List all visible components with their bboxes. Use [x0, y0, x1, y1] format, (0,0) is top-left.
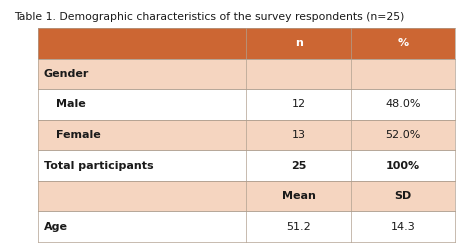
Text: Mean: Mean [282, 191, 316, 201]
Text: 100%: 100% [386, 161, 420, 171]
Bar [38, 181, 455, 211]
Text: Gender: Gender [44, 69, 90, 79]
Bar [38, 150, 455, 181]
Bar [38, 120, 455, 150]
Text: 48.0%: 48.0% [385, 100, 420, 109]
Text: Age: Age [44, 222, 68, 232]
Bar [38, 89, 455, 120]
Text: Female: Female [56, 130, 101, 140]
Bar [38, 211, 455, 242]
Text: SD: SD [394, 191, 411, 201]
Text: 13: 13 [292, 130, 306, 140]
Text: %: % [397, 38, 409, 48]
Text: 14.3: 14.3 [391, 222, 415, 232]
Text: 51.2: 51.2 [286, 222, 311, 232]
Text: Male: Male [56, 100, 86, 109]
Bar [38, 28, 455, 59]
Bar [38, 59, 455, 89]
Text: n: n [295, 38, 302, 48]
Text: 25: 25 [291, 161, 306, 171]
Text: 12: 12 [292, 100, 306, 109]
Text: Total participants: Total participants [44, 161, 154, 171]
Text: 52.0%: 52.0% [385, 130, 420, 140]
Text: Table 1. Demographic characteristics of the survey respondents (n=25): Table 1. Demographic characteristics of … [14, 12, 404, 22]
